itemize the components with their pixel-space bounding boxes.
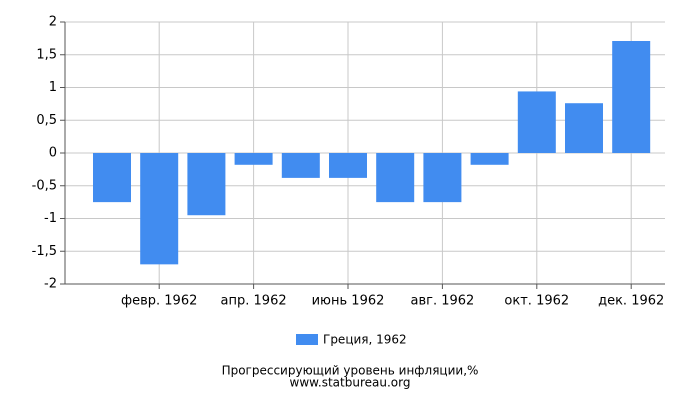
legend-label: Греция, 1962 [323, 333, 407, 347]
y-tick-label: -1 [44, 211, 57, 226]
x-tick-label: дек. 1962 [598, 294, 664, 309]
bar [329, 153, 367, 178]
chart-title: Прогрессирующий уровень инфляции,% [222, 364, 479, 378]
y-tick-label: 0 [49, 146, 57, 161]
x-tick-label: окт. 1962 [504, 294, 569, 309]
bar [376, 153, 415, 203]
y-tick-label: -0,5 [32, 178, 57, 193]
x-tick-label: февр. 1962 [121, 294, 197, 309]
marks [93, 40, 651, 265]
y-tick-label: 0,5 [36, 113, 57, 128]
x-tick-label: авг. 1962 [410, 294, 474, 309]
bar [140, 153, 179, 265]
bar [234, 153, 273, 165]
x-tick-label: июнь 1962 [312, 294, 385, 309]
y-tick-label: -1,5 [32, 244, 57, 259]
bar [187, 153, 226, 216]
legend-swatch [296, 334, 318, 345]
bar [565, 103, 603, 153]
y-tick-label: 2 [49, 15, 57, 30]
chart-subtitle: www.statbureau.org [290, 376, 411, 390]
bar [423, 153, 462, 203]
y-tick-label: 1 [49, 80, 57, 95]
bar [281, 153, 320, 178]
bar [470, 153, 509, 165]
x-tick-label: апр. 1962 [221, 294, 287, 309]
bar [612, 40, 651, 154]
y-tick-label: -2 [44, 277, 57, 292]
bar [517, 91, 556, 153]
y-tick-label: 1,5 [36, 47, 57, 62]
bar [93, 153, 131, 203]
